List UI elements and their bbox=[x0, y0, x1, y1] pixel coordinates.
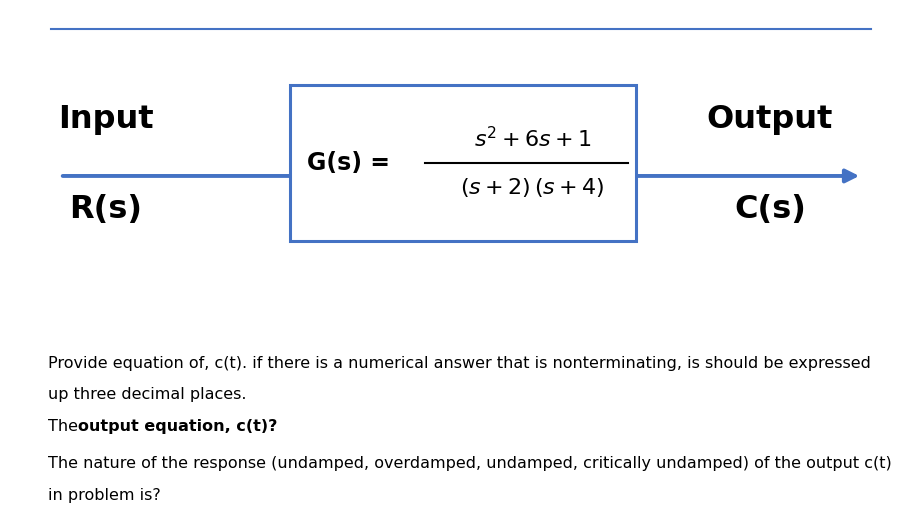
Text: Input: Input bbox=[58, 104, 154, 135]
Text: The: The bbox=[48, 419, 83, 434]
Text: Output: Output bbox=[706, 104, 833, 135]
Text: R(s): R(s) bbox=[69, 194, 143, 225]
Text: up three decimal places.: up three decimal places. bbox=[48, 387, 246, 402]
Text: G(s) =: G(s) = bbox=[307, 151, 398, 175]
Text: Provide equation of, c(t). if there is a numerical answer that is nonterminating: Provide equation of, c(t). if there is a… bbox=[48, 356, 870, 370]
Bar bbox=[290, 85, 636, 241]
Text: $(s + 2)\,(s + 4)$: $(s + 2)\,(s + 4)$ bbox=[460, 176, 605, 199]
Text: C(s): C(s) bbox=[734, 194, 806, 225]
Text: in problem is?: in problem is? bbox=[48, 488, 160, 503]
Bar bbox=[290, 85, 636, 241]
Text: $s^2 + 6s + 1$: $s^2 + 6s + 1$ bbox=[474, 126, 591, 152]
Text: output equation, c(t)?: output equation, c(t)? bbox=[78, 419, 278, 434]
Text: The nature of the response (undamped, overdamped, undamped, critically undamped): The nature of the response (undamped, ov… bbox=[48, 456, 892, 471]
